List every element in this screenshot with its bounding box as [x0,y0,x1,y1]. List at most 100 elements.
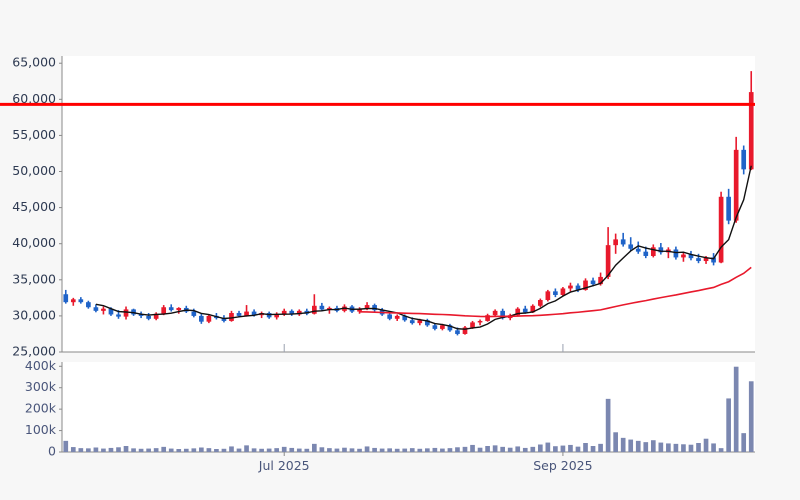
volume-bar [387,448,393,452]
candle-body [718,196,724,263]
candle-body [402,315,408,321]
volume-bar [522,447,528,452]
candle-body [688,254,694,259]
candle-body [161,307,167,314]
volume-bar [274,448,280,452]
volume-bar [312,443,317,452]
candle-body [199,315,204,322]
candle-body [176,307,182,311]
volume-bar [244,445,249,452]
price-y-tick-label: 65,000 [12,55,56,70]
candle-body [643,251,649,256]
candle-body [409,320,415,324]
candle-body [131,309,136,315]
volume-bar [726,398,731,452]
candle-body [274,314,280,318]
volume-bar [537,444,543,452]
candle-body [658,247,664,253]
x-axis: Jul 2025 Sep 2025 [258,344,593,473]
volume-bar [605,398,611,452]
candle-body [748,92,754,170]
volume-bar [266,448,272,452]
volume-bar [598,443,603,452]
volume-bar [78,448,84,452]
candle-body [221,318,227,321]
volume-bar [470,444,475,452]
candle-body [101,308,106,311]
volume-bar [688,444,694,452]
volume-bar [673,443,679,452]
volume-bar [628,439,634,452]
candle-body [236,313,242,316]
candle-body [251,311,257,316]
volume-bar [402,448,408,452]
candle-body [417,320,423,324]
volume-bar [138,448,144,452]
candle-body [553,291,558,295]
volume-bar [650,440,656,452]
candle-body [296,310,302,315]
volume-bar [259,448,264,452]
volume-bar [666,443,671,452]
candle-body [470,322,475,328]
candle-body [447,325,453,331]
candle-body [229,313,234,321]
candle-body [522,308,528,313]
volume-y-tick-label: 400k [25,358,57,373]
price-y-tick-label: 45,000 [12,199,56,214]
volume-bar [379,448,385,452]
volume-y-tick-label: 0 [48,444,56,459]
candle-body [312,305,317,314]
candle-body [432,325,438,329]
volume-bar [168,448,174,452]
volume-bar [394,448,400,452]
volume-bar [176,449,182,452]
volume-bar [206,448,212,452]
volume-bar [545,442,551,452]
volume-bar [703,438,709,452]
candle-body [530,305,536,313]
candle-body [394,315,400,319]
volume-bar [123,446,129,452]
candle-body [146,315,151,319]
candle-body [168,307,174,311]
candle-body [650,247,656,256]
volume-bar [658,442,664,452]
volume-bar [161,446,167,452]
candle-body [244,311,249,316]
candle-body [206,315,212,322]
volume-bar [424,448,430,452]
candle-body [462,327,468,334]
volume-bar [711,443,716,452]
price-y-tick-label: 35,000 [12,271,56,286]
price-y-tick-label: 25,000 [12,344,56,359]
price-y-tick-label: 30,000 [12,307,56,322]
volume-bar [229,446,234,452]
volume-series [63,366,754,452]
candle-body [711,257,716,263]
candle-body [741,149,747,170]
candle-body [191,311,197,316]
candle-body [289,310,295,315]
price-y-axis: 25,000 30,000 35,000 40,000 45,000 50,000 55,0… [12,55,62,359]
volume-y-tick-label: 100k [25,422,57,437]
candle-body [635,248,641,252]
volume-bar [236,448,242,452]
volume-bar [485,446,490,452]
candle-body [726,196,731,221]
volume-bar [613,432,618,452]
volume-bar [409,448,415,452]
candle-body [138,314,144,316]
candle-body [620,239,626,245]
price-y-tick-label: 55,000 [12,127,56,142]
volume-bar [440,448,445,452]
volume-bar [583,443,588,452]
volume-bar [183,448,189,452]
price-y-tick-label: 40,000 [12,235,56,250]
volume-bar [681,444,686,452]
volume-bar [63,440,69,452]
candle-body [598,276,603,285]
candle-body [123,309,129,317]
